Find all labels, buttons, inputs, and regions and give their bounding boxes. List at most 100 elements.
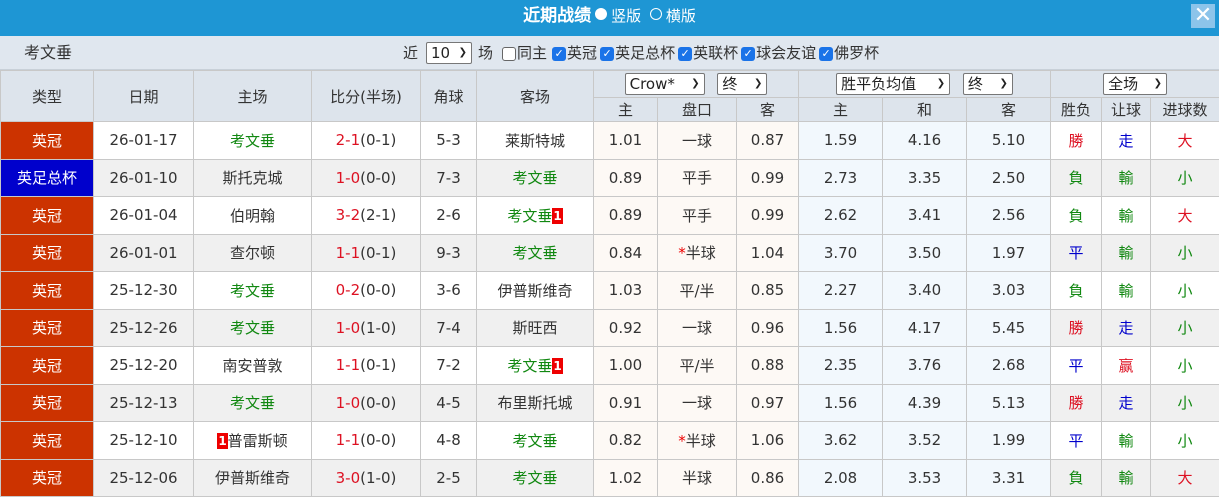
league-type[interactable]: 英冠 (1, 422, 94, 460)
away-team[interactable]: 考文垂 (477, 234, 594, 272)
filter-checkbox[interactable]: ✓佛罗杯 (816, 36, 879, 70)
radio-horizontal[interactable] (650, 8, 662, 20)
away-team-name[interactable]: 考文垂 (512, 469, 557, 487)
home-team[interactable]: 考文垂 (194, 309, 312, 347)
home-team-name[interactable]: 查尔顿 (230, 244, 275, 262)
close-icon[interactable]: ✕ (1191, 4, 1215, 28)
score[interactable]: 1-1(0-1) (312, 234, 421, 272)
eu-home-odds: 1.56 (799, 384, 883, 422)
league-type[interactable]: 英冠 (1, 197, 94, 235)
home-team-name[interactable]: 考文垂 (230, 394, 275, 412)
checkbox-label: 英足总杯 (615, 44, 675, 62)
home-team-name[interactable]: 普雷斯顿 (228, 432, 288, 450)
score[interactable]: 1-1(0-0) (312, 422, 421, 460)
filter-checkbox[interactable]: ✓英足总杯 (597, 36, 675, 70)
away-team-name[interactable]: 考文垂 (512, 432, 557, 450)
full-time-score: 1-1 (336, 431, 361, 449)
home-team[interactable]: 1普雷斯顿 (194, 422, 312, 460)
score[interactable]: 1-0(0-0) (312, 159, 421, 197)
away-team[interactable]: 布里斯托城 (477, 384, 594, 422)
filter-checkbox[interactable]: 同主 (499, 36, 547, 70)
eu-stage-select[interactable]: 终❯ (963, 73, 1013, 95)
away-team[interactable]: 考文垂 (477, 422, 594, 460)
home-team[interactable]: 考文垂 (194, 122, 312, 160)
red-card-badge: 1 (552, 208, 562, 224)
home-team[interactable]: 南安普敦 (194, 347, 312, 385)
league-type[interactable]: 英冠 (1, 122, 94, 160)
home-team-name[interactable]: 南安普敦 (222, 357, 282, 375)
away-team[interactable]: 考文垂1 (477, 197, 594, 235)
away-team-name[interactable]: 考文垂 (507, 207, 552, 225)
result-over-under: 大 (1151, 197, 1219, 235)
ah-line: 一球 (658, 309, 737, 347)
league-type[interactable]: 英冠 (1, 272, 94, 310)
radio-vertical[interactable] (595, 8, 607, 20)
match-count-select[interactable]: 10❯ (426, 42, 472, 64)
home-team[interactable]: 斯托克城 (194, 159, 312, 197)
filter-checkbox[interactable]: ✓英冠 (549, 36, 597, 70)
chevron-down-icon: ❯ (459, 43, 467, 63)
full-time-score: 1-0 (336, 394, 361, 412)
home-team[interactable]: 考文垂 (194, 384, 312, 422)
checkbox-icon[interactable]: ✓ (741, 47, 755, 61)
checkbox-icon[interactable] (502, 47, 516, 61)
eu-type-select[interactable]: 胜平负均值❯ (836, 73, 950, 95)
filter-checkbox[interactable]: ✓球会友谊 (738, 36, 816, 70)
away-team-name[interactable]: 斯旺西 (512, 319, 557, 337)
league-type[interactable]: 英冠 (1, 459, 94, 497)
score[interactable]: 3-0(1-0) (312, 459, 421, 497)
league-type[interactable]: 英冠 (1, 384, 94, 422)
checkbox-icon[interactable]: ✓ (552, 47, 566, 61)
filter-checkbox[interactable]: ✓英联杯 (675, 36, 738, 70)
league-type[interactable]: 英足总杯 (1, 159, 94, 197)
home-team-name[interactable]: 考文垂 (230, 282, 275, 300)
score[interactable]: 2-1(0-1) (312, 122, 421, 160)
away-team-name[interactable]: 莱斯特城 (505, 132, 565, 150)
checkbox-icon[interactable]: ✓ (600, 47, 614, 61)
result-over-under: 小 (1151, 272, 1219, 310)
eu-type-value: 胜平负均值 (841, 74, 916, 94)
away-team-name[interactable]: 布里斯托城 (497, 394, 572, 412)
away-team[interactable]: 斯旺西 (477, 309, 594, 347)
ah-company-select[interactable]: Crow*❯ (625, 73, 705, 95)
home-team[interactable]: 考文垂 (194, 272, 312, 310)
league-type[interactable]: 英冠 (1, 309, 94, 347)
option-vertical-label[interactable]: 竖版 (611, 7, 641, 25)
league-type[interactable]: 英冠 (1, 234, 94, 272)
home-team-name[interactable]: 伯明翰 (230, 207, 275, 225)
result-handicap: 輸 (1102, 159, 1151, 197)
score[interactable]: 1-1(0-1) (312, 347, 421, 385)
home-team-name[interactable]: 考文垂 (230, 319, 275, 337)
ah-home-odds: 0.82 (594, 422, 658, 460)
score[interactable]: 1-0(0-0) (312, 384, 421, 422)
away-team[interactable]: 伊普斯维奇 (477, 272, 594, 310)
away-team-name[interactable]: 考文垂 (507, 357, 552, 375)
ah-stage-select[interactable]: 终❯ (717, 73, 767, 95)
away-team-name[interactable]: 考文垂 (512, 244, 557, 262)
home-team-name[interactable]: 考文垂 (230, 132, 275, 150)
home-team-name[interactable]: 伊普斯维奇 (215, 469, 290, 487)
away-team[interactable]: 考文垂1 (477, 347, 594, 385)
away-team-name[interactable]: 伊普斯维奇 (497, 282, 572, 300)
option-horizontal-label[interactable]: 横版 (666, 7, 696, 25)
league-type[interactable]: 英冠 (1, 347, 94, 385)
score[interactable]: 0-2(0-0) (312, 272, 421, 310)
match-date: 25-12-10 (94, 422, 194, 460)
away-team[interactable]: 考文垂 (477, 459, 594, 497)
home-team[interactable]: 查尔顿 (194, 234, 312, 272)
away-team-name[interactable]: 考文垂 (512, 169, 557, 187)
result-win-loss: 平 (1051, 422, 1102, 460)
eu-home-odds: 2.35 (799, 347, 883, 385)
result-scope-select[interactable]: 全场❯ (1103, 73, 1167, 95)
away-team[interactable]: 考文垂 (477, 159, 594, 197)
home-team[interactable]: 伯明翰 (194, 197, 312, 235)
home-team[interactable]: 伊普斯维奇 (194, 459, 312, 497)
score[interactable]: 1-0(1-0) (312, 309, 421, 347)
score[interactable]: 3-2(2-1) (312, 197, 421, 235)
home-team-name[interactable]: 斯托克城 (222, 169, 282, 187)
result-over-under: 小 (1151, 347, 1219, 385)
checkbox-icon[interactable]: ✓ (678, 47, 692, 61)
away-team[interactable]: 莱斯特城 (477, 122, 594, 160)
checkbox-icon[interactable]: ✓ (819, 47, 833, 61)
